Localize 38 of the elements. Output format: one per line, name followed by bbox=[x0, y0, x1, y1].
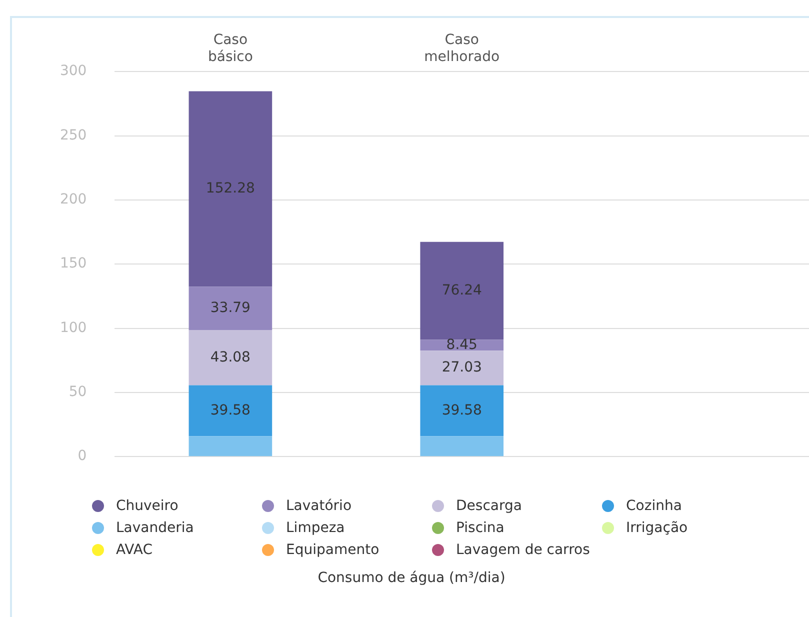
legend-label: Irrigação bbox=[626, 520, 688, 536]
bar bbox=[188, 436, 272, 456]
data-label: 33.79 bbox=[210, 300, 250, 316]
bar bbox=[420, 436, 504, 456]
legend-label: Descarga bbox=[456, 498, 522, 514]
bar bbox=[420, 350, 504, 386]
text: Consumo de água (m³/dia) bbox=[316, 570, 506, 586]
y-tick-label: 300 bbox=[60, 63, 87, 80]
legend-label: Lavanderia bbox=[116, 520, 194, 536]
bar bbox=[188, 286, 272, 330]
legend-label: Lavatório bbox=[286, 498, 352, 514]
y-tick-label: 50 bbox=[68, 384, 87, 400]
legend-label: Lavagem de carros bbox=[456, 542, 590, 558]
data-label: 39.58 bbox=[210, 402, 250, 418]
bar bbox=[420, 385, 504, 436]
bar bbox=[188, 330, 272, 386]
legend-label: Piscina bbox=[456, 520, 504, 536]
data-label: 76.24 bbox=[442, 282, 482, 298]
x-tick-label: Caso básico bbox=[208, 32, 253, 65]
legend-label: Cozinha bbox=[626, 498, 682, 514]
data-label: 43.08 bbox=[210, 349, 250, 366]
bar bbox=[188, 91, 272, 287]
data-label: 152.28 bbox=[206, 180, 255, 197]
y-tick-label: 250 bbox=[60, 127, 87, 144]
bar bbox=[188, 385, 272, 436]
data-label: 27.03 bbox=[442, 360, 482, 376]
legend-label: Equipamento bbox=[286, 542, 380, 558]
data-label: 39.58 bbox=[442, 402, 482, 418]
legend-label: Limpeza bbox=[286, 520, 345, 536]
y-tick-label: 0 bbox=[78, 448, 87, 464]
x-tick-label: Caso melhorado bbox=[424, 32, 500, 65]
y-tick-label: 100 bbox=[60, 320, 87, 336]
data-label: 8.45 bbox=[446, 336, 478, 353]
legend-label: AVAC bbox=[116, 542, 152, 558]
y-tick-label: 150 bbox=[60, 256, 87, 272]
y-tick-label: 200 bbox=[60, 192, 87, 208]
legend-label: Chuveiro bbox=[116, 498, 178, 514]
bar bbox=[420, 242, 504, 340]
